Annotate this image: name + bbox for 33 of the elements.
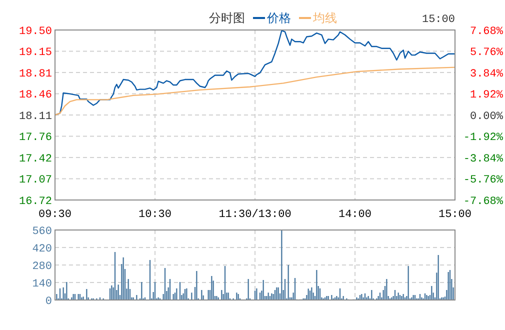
y-tick-label: 18.11 [18, 110, 52, 123]
y2-tick-label: 0.00% [470, 110, 504, 123]
y-tick-label: 18.81 [18, 68, 52, 80]
x-tick-label: 11:30/13:00 [218, 209, 292, 221]
y-tick-label: 17.76 [18, 132, 52, 144]
y-tick-label: 19.50 [18, 26, 52, 38]
y-tick-label: 18.46 [18, 90, 52, 102]
y-tick-label: 0 [45, 296, 52, 308]
y2-tick-label: 7.68% [470, 26, 504, 38]
x-tick-label: 14:00 [338, 209, 372, 221]
y2-tick-label: -1.92% [463, 132, 504, 144]
y-tick-label: 17.42 [18, 153, 52, 166]
y2-tick-label: -3.84% [463, 153, 504, 166]
y-tick-label: 280 [32, 260, 52, 273]
y-tick-label: 560 [32, 226, 52, 238]
chart-title: 分时图 [209, 11, 245, 25]
y2-tick-label: -7.68% [463, 196, 504, 208]
x-tick-label: 15:00 [438, 209, 472, 221]
y2-tick-label: 1.92% [470, 90, 504, 102]
text: 15:00 [422, 14, 455, 26]
line-series [54, 66, 456, 116]
y2-tick-label: -5.76% [463, 174, 504, 187]
y-tick-label: 17.07 [18, 174, 52, 187]
y2-tick-label: 3.84% [470, 68, 504, 80]
x-tick-label: 10:30 [138, 209, 172, 221]
legend-label: 均线 [312, 11, 337, 26]
y-tick-label: 420 [32, 243, 52, 256]
y2-tick-label: 5.76% [470, 47, 504, 60]
x-tick-label: 09:30 [38, 209, 72, 221]
y-tick-label: 16.72 [18, 196, 52, 208]
y-tick-label: 140 [32, 278, 52, 290]
y-tick-label: 19.15 [18, 47, 52, 60]
legend-label: 价格 [266, 11, 291, 26]
